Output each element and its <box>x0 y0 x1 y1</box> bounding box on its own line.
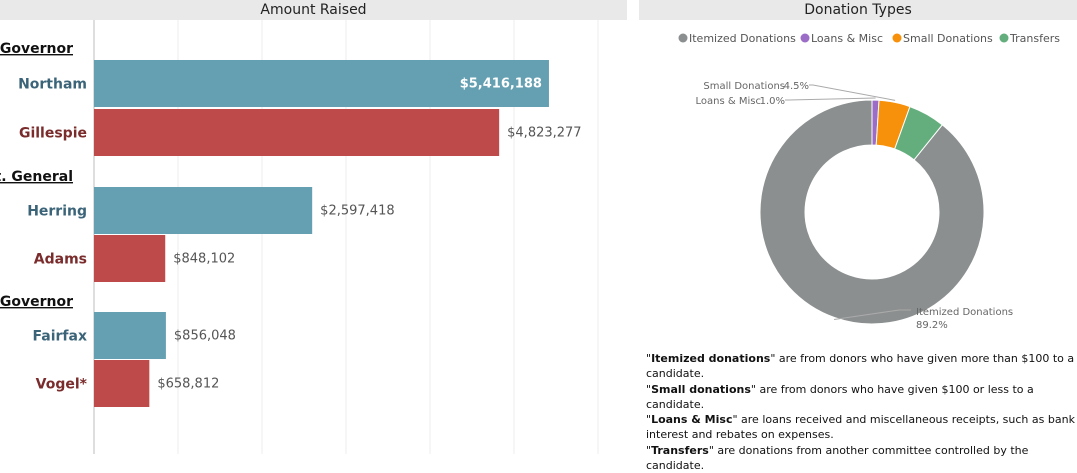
group-header-1: Att. General <box>0 169 73 185</box>
data-label-leader-1 <box>785 97 876 101</box>
amount-raised-bar-chart: Governor Att. General Lt. Governor Northam $… <box>0 20 599 454</box>
legend-label-1: Loans & Misc <box>811 32 883 45</box>
value-label-3: $848,102 <box>173 252 235 267</box>
category-label-3: Adams <box>34 252 87 268</box>
bar-4 <box>94 312 166 359</box>
donut-slice-3 <box>894 105 944 161</box>
data-label-pct-0: 89.2% <box>916 320 948 331</box>
data-label-leader-0 <box>833 309 911 320</box>
data-label-name-2: Small Donations <box>703 81 785 92</box>
group-header-2: Lt. Governor <box>0 294 73 310</box>
donation-types-title: Donation Types <box>639 0 1077 20</box>
category-label-1: Gillespie <box>19 126 87 142</box>
data-label-leader-2 <box>809 84 896 101</box>
value-label-0: $5,416,188 <box>460 77 542 92</box>
definition-term: Small donations <box>651 382 751 396</box>
bar-0 <box>94 60 549 107</box>
category-label-4: Fairfax <box>33 329 87 345</box>
donation-types-donut-chart: Itemized Donations Loans & Misc Small Dona… <box>678 32 1060 331</box>
legend-marker-0 <box>678 33 688 43</box>
definition-3: "Transfers" are donations from another c… <box>646 443 1029 473</box>
category-label-2: Herring <box>27 204 87 220</box>
data-label-name-1: Loans & Misc <box>696 96 761 107</box>
value-label-5: $658,812 <box>157 377 219 392</box>
bar-5 <box>94 360 150 407</box>
definition-text: are loans received and miscellaneous rec… <box>646 413 1075 442</box>
data-label-name-0: Itemized Donations <box>916 307 1013 318</box>
definition-0: "Itemized donations" are from donors who… <box>646 352 1075 381</box>
bar-2 <box>94 187 313 234</box>
definition-text: are from donors who have given $100 or l… <box>646 382 1034 411</box>
legend-marker-3 <box>999 33 1009 43</box>
value-label-4: $856,048 <box>174 329 236 344</box>
data-label-pct-2: 4.5% <box>784 81 809 92</box>
value-label-1: $4,823,277 <box>507 126 581 141</box>
data-label-pct-1: 1.0% <box>760 96 785 107</box>
category-label-0: Northam <box>18 77 87 93</box>
donation-type-definitions: "Itemized donations" are from donors who… <box>646 351 1077 473</box>
legend-marker-2 <box>892 33 902 43</box>
category-label-5: Vogel* <box>36 377 88 393</box>
donut-slice-0 <box>759 99 985 325</box>
value-label-2: $2,597,418 <box>320 204 394 219</box>
definition-term: Loans & Misc <box>651 413 733 427</box>
legend-marker-1 <box>800 33 810 43</box>
definition-1: "Small donations" are from donors who ha… <box>646 382 1034 411</box>
legend-label-2: Small Donations <box>903 32 993 45</box>
definition-text: are from donors who have given more than… <box>646 352 1075 381</box>
amount-raised-title: Amount Raised <box>0 0 627 20</box>
definition-term: Itemized donations <box>651 352 771 365</box>
bar-1 <box>94 109 500 156</box>
definition-term: Transfers <box>651 443 709 457</box>
legend-label-3: Transfers <box>1009 32 1060 45</box>
bar-3 <box>94 235 166 282</box>
legend-label-0: Itemized Donations <box>689 32 796 45</box>
group-header-0: Governor <box>0 41 73 57</box>
definition-2: "Loans & Misc" are loans received and mi… <box>646 413 1075 442</box>
